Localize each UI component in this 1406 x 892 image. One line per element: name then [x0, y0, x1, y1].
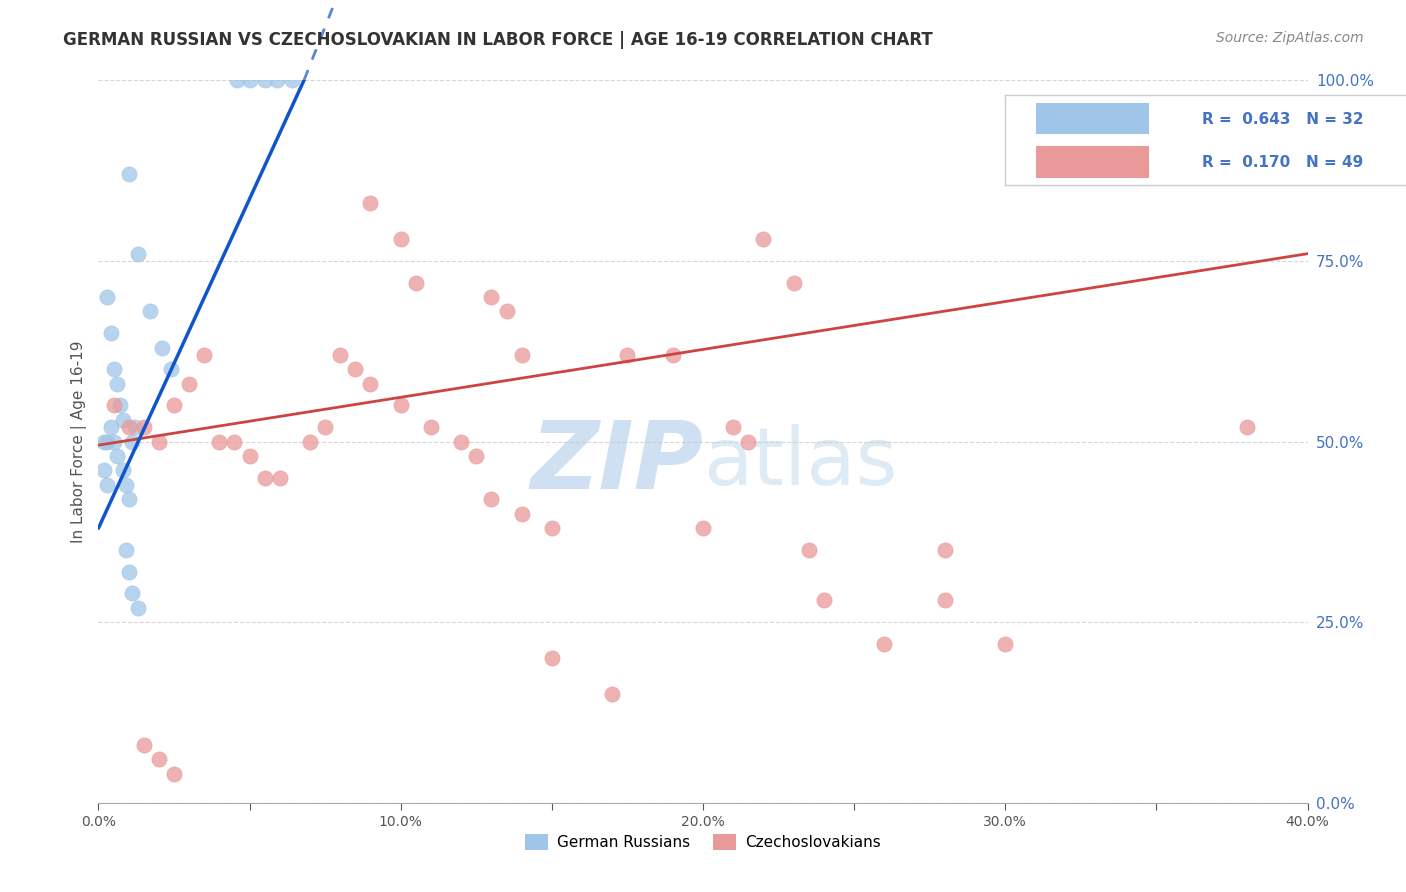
Point	[239, 73, 262, 87]
Point	[602, 687, 624, 701]
Point	[510, 507, 533, 521]
Point	[127, 246, 149, 260]
Point	[163, 398, 186, 412]
Point	[193, 348, 215, 362]
Point	[329, 348, 352, 362]
Point	[481, 290, 503, 304]
Point	[96, 434, 118, 449]
Point	[150, 341, 173, 355]
Point	[420, 420, 443, 434]
Legend: German Russians, Czechoslovakians: German Russians, Czechoslovakians	[519, 829, 887, 856]
Point	[124, 420, 146, 434]
Point	[93, 463, 115, 477]
Point	[100, 326, 122, 340]
Point	[103, 362, 125, 376]
Point	[96, 478, 118, 492]
Point	[723, 420, 745, 434]
Point	[661, 348, 683, 362]
Point	[103, 398, 125, 412]
Point	[127, 600, 149, 615]
Point	[111, 463, 134, 477]
Y-axis label: In Labor Force | Age 16-19: In Labor Force | Age 16-19	[72, 340, 87, 543]
Point	[108, 398, 131, 412]
Point	[752, 232, 775, 246]
Point	[224, 434, 246, 449]
Text: ZIP: ZIP	[530, 417, 703, 509]
Point	[96, 290, 118, 304]
Point	[934, 593, 956, 607]
Point	[114, 478, 136, 492]
Point	[389, 398, 412, 412]
Point	[121, 586, 143, 600]
Point	[118, 565, 141, 579]
Point	[111, 413, 134, 427]
Point	[121, 434, 143, 449]
Point	[540, 651, 562, 665]
Point	[299, 434, 322, 449]
Point	[239, 449, 262, 463]
Point	[105, 376, 128, 391]
Point	[934, 542, 956, 557]
Point	[160, 362, 183, 376]
Text: atlas: atlas	[703, 425, 897, 502]
Point	[616, 348, 638, 362]
Point	[148, 752, 170, 766]
Point	[1236, 420, 1258, 434]
Point	[510, 348, 533, 362]
Point	[132, 420, 155, 434]
Point	[253, 470, 276, 484]
Text: Source: ZipAtlas.com: Source: ZipAtlas.com	[1216, 31, 1364, 45]
Point	[118, 420, 141, 434]
Point	[269, 470, 291, 484]
Text: GERMAN RUSSIAN VS CZECHOSLOVAKIAN IN LABOR FORCE | AGE 16-19 CORRELATION CHART: GERMAN RUSSIAN VS CZECHOSLOVAKIAN IN LAB…	[63, 31, 934, 49]
Point	[465, 449, 488, 463]
Point	[253, 73, 276, 87]
Point	[797, 542, 820, 557]
Point	[994, 637, 1017, 651]
Point	[405, 276, 427, 290]
Point	[226, 73, 249, 87]
Point	[163, 767, 186, 781]
Point	[93, 434, 115, 449]
Point	[132, 738, 155, 752]
Point	[103, 434, 125, 449]
Point	[344, 362, 367, 376]
Point	[266, 73, 288, 87]
Point	[540, 521, 562, 535]
Point	[389, 232, 412, 246]
Point	[360, 376, 382, 391]
Point	[118, 492, 141, 507]
Point	[737, 434, 759, 449]
Point	[495, 304, 517, 318]
Point	[360, 196, 382, 211]
Point	[179, 376, 201, 391]
Point	[450, 434, 472, 449]
Point	[148, 434, 170, 449]
Point	[873, 637, 896, 651]
Point	[118, 167, 141, 181]
Point	[481, 492, 503, 507]
Point	[813, 593, 835, 607]
Point	[314, 420, 336, 434]
Point	[139, 304, 162, 318]
Point	[100, 420, 122, 434]
Point	[281, 73, 304, 87]
Point	[692, 521, 714, 535]
Point	[114, 542, 136, 557]
Point	[105, 449, 128, 463]
Point	[783, 276, 806, 290]
Point	[208, 434, 231, 449]
